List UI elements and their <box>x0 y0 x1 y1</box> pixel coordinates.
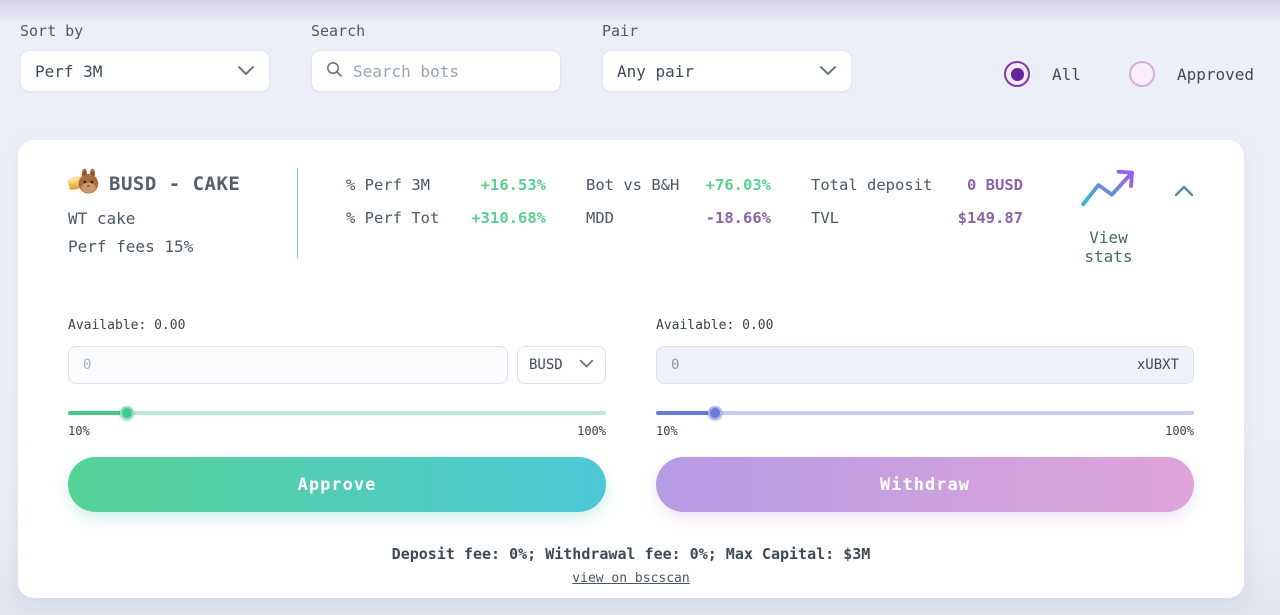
withdraw-slider-thumb[interactable] <box>708 406 723 420</box>
stat-perf-3m: % Perf 3M +16.53% <box>346 176 546 194</box>
trend-up-icon <box>1078 169 1140 214</box>
withdraw-slider[interactable] <box>656 406 1194 420</box>
deposit-slider-thumb[interactable] <box>120 406 135 420</box>
vertical-divider <box>297 168 298 258</box>
chevron-down-icon <box>237 62 255 81</box>
stat-tvl: TVL $149.87 <box>811 209 1023 227</box>
deposit-panel: Available: 0.00 BUSD 10% 100% Approve <box>68 318 606 512</box>
deposit-currency-select[interactable]: BUSD <box>517 346 606 384</box>
card-footer: Deposit fee: 0%; Withdrawal fee: 0%; Max… <box>68 545 1194 586</box>
sort-label: Sort by <box>20 22 84 40</box>
chevron-down-icon <box>579 357 594 373</box>
pair-value: Any pair <box>617 61 695 81</box>
deposit-slider[interactable] <box>68 406 606 420</box>
view-stats-label: View stats <box>1084 228 1133 266</box>
bot-info: BUSD - CAKE WT cake Perf fees 15% <box>67 168 297 256</box>
radio-all-circle <box>1004 61 1031 87</box>
deposit-slider-min: 10% <box>68 424 90 438</box>
bot-card: BUSD - CAKE WT cake Perf fees 15% % Perf… <box>18 140 1244 598</box>
sort-group: Sort by Perf 3M <box>20 22 270 92</box>
bot-stats: % Perf 3M +16.53% % Perf Tot +310.68% Bo… <box>346 176 1063 227</box>
bot-name: BUSD - CAKE <box>109 172 241 195</box>
deposit-slider-max: 100% <box>577 424 606 438</box>
stat-mdd: MDD -18.66% <box>586 209 771 227</box>
deposit-currency-value: BUSD <box>529 357 563 373</box>
approve-button[interactable]: Approve <box>68 457 606 512</box>
chevron-down-icon <box>819 62 837 81</box>
pair-group: Pair Any pair <box>602 22 852 92</box>
pair-select[interactable]: Any pair <box>602 50 852 92</box>
search-label: Search <box>311 22 366 40</box>
fee-info: Deposit fee: 0%; Withdrawal fee: 0%; Max… <box>391 545 871 563</box>
radio-approved-label: Approved <box>1176 64 1254 84</box>
panels: Available: 0.00 BUSD 10% 100% Approve <box>68 318 1194 512</box>
chevron-up-icon <box>1174 182 1194 201</box>
search-group: Search <box>311 22 563 92</box>
collapse-card-button[interactable] <box>1174 182 1194 201</box>
bot-fees: Perf fees 15% <box>68 237 194 256</box>
deposit-available: Available: 0.00 <box>68 318 186 333</box>
sort-value: Perf 3M <box>35 61 103 81</box>
withdraw-available: Available: 0.00 <box>656 318 774 333</box>
pair-label: Pair <box>602 22 639 40</box>
radio-approved[interactable]: Approved <box>1128 61 1260 87</box>
withdraw-amount-input[interactable] <box>657 357 1137 373</box>
withdraw-amount-field: xUBXT <box>656 346 1194 384</box>
filter-bar: Sort by Perf 3M Search Pair Any pair <box>0 0 1280 95</box>
pancakeswap-icon <box>67 168 100 199</box>
search-icon <box>326 61 343 82</box>
search-input[interactable] <box>353 61 563 81</box>
bot-card-header: BUSD - CAKE WT cake Perf fees 15% % Perf… <box>67 168 1194 266</box>
search-box <box>311 50 563 92</box>
withdraw-button[interactable]: Withdraw <box>656 457 1194 512</box>
withdraw-currency-suffix: xUBXT <box>1136 357 1179 373</box>
bot-subtitle: WT cake <box>68 209 136 228</box>
bscscan-link[interactable]: view on bscscan <box>572 571 690 586</box>
withdraw-slider-max: 100% <box>1165 424 1194 438</box>
radio-approved-circle <box>1128 61 1155 87</box>
withdraw-slider-min: 10% <box>656 424 678 438</box>
radio-all-label: All <box>1052 64 1081 84</box>
sort-select[interactable]: Perf 3M <box>20 50 270 92</box>
view-stats-button[interactable]: View stats <box>1067 164 1150 266</box>
stat-bot-vs-bh: Bot vs B&H +76.03% <box>586 176 771 194</box>
stat-total-deposit: Total deposit 0 BUSD <box>811 176 1023 194</box>
withdraw-panel: Available: 0.00 xUBXT 10% 100% Withdraw <box>656 318 1194 512</box>
deposit-amount-input[interactable] <box>68 346 508 384</box>
radio-all[interactable]: All <box>1004 61 1129 87</box>
approval-filter: All Approved <box>1004 53 1260 95</box>
stat-perf-tot: % Perf Tot +310.68% <box>346 209 546 227</box>
